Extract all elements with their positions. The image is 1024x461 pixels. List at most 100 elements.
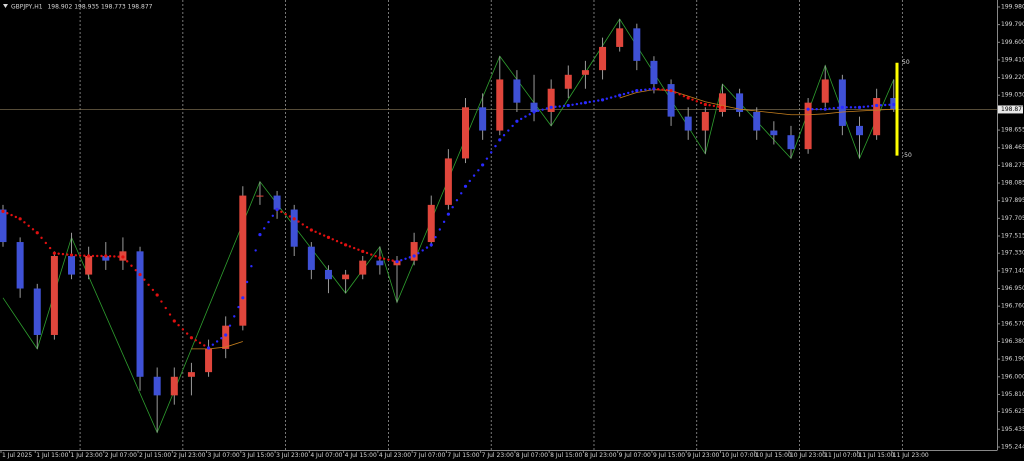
x-tick-label: 2 Jul 23:00: [173, 452, 205, 459]
ma-dot-step: [10, 213, 13, 217]
candle-body: [359, 260, 367, 275]
ma-dot-step: [331, 238, 334, 241]
ma-dot-step: [391, 259, 394, 262]
x-tick-label: 11 Jul 07:00: [824, 452, 860, 459]
ma-dot-step: [318, 232, 322, 235]
y-tick-label: 196.380: [1001, 338, 1024, 345]
x-tick-label: 2 Jul 07:00: [105, 452, 137, 459]
ma-dot: [155, 293, 159, 297]
candle-body: [0, 209, 7, 243]
ma-dot-step: [357, 248, 360, 251]
ma-dot: [275, 207, 279, 212]
ma-dot-step: [237, 305, 240, 309]
ma-dot-step: [263, 227, 266, 230]
ma-dot-step: [502, 133, 506, 137]
ma-dot: [806, 107, 810, 111]
close-price: 198.877: [128, 3, 153, 10]
ma-dot-step: [198, 341, 202, 345]
ma-dot: [481, 163, 485, 167]
ma-dot-step: [40, 236, 43, 240]
ma-dot-step: [828, 107, 831, 110]
ma-dot-step: [387, 258, 390, 261]
candle-body: [342, 274, 350, 280]
y-tick-label: 198.085: [1001, 180, 1024, 187]
candle-body: [187, 372, 195, 377]
price-tag-label: 198.877: [1001, 106, 1024, 113]
ma-dot-step: [477, 169, 480, 172]
candle-body: [410, 242, 418, 261]
ma-dot-step: [31, 228, 35, 231]
candle-body: [496, 79, 504, 131]
candle-body: [599, 46, 607, 71]
ma-dot: [532, 110, 536, 114]
ma-dot-step: [280, 210, 283, 214]
candle-body: [701, 111, 709, 131]
y-tick-label: 199.220: [1001, 74, 1024, 81]
ma-dot: [720, 105, 725, 109]
ma-dot-step: [117, 255, 120, 258]
ma-dot-step: [866, 105, 870, 108]
y-tick-label: 195.244: [1001, 444, 1024, 451]
y-tick-label: 199.790: [1001, 21, 1024, 28]
ma-dot-step: [708, 104, 711, 107]
ma-dot: [652, 87, 656, 91]
ma-dot: [429, 243, 433, 247]
ma-dot-step: [130, 264, 133, 267]
ma-dot-step: [6, 212, 9, 215]
ma-dot-step: [691, 98, 694, 101]
chart-header: GBPJPY,H1 198.902 198.935 198.773 198.87…: [11, 3, 153, 10]
candle-body: [856, 125, 863, 136]
candle-body: [650, 60, 658, 85]
ma-dot: [515, 119, 519, 123]
low-price: 198.773: [101, 3, 126, 10]
ma-dot-step: [644, 88, 647, 91]
ma-dot-step: [438, 228, 442, 231]
ma-dot-step: [57, 252, 60, 255]
candle-body: [616, 28, 624, 47]
ma-dot-step: [832, 107, 836, 110]
ma-dot-step: [203, 344, 206, 347]
ma-dot: [549, 105, 553, 109]
candle-body: [462, 107, 470, 159]
ma-dot-step: [91, 254, 95, 258]
ma-dot-step: [108, 255, 112, 258]
ma-dot-step: [883, 103, 887, 107]
ma-dot-step: [631, 90, 634, 93]
ma-dot-step: [74, 254, 78, 257]
ma-dot-step: [96, 254, 99, 258]
candle-body: [153, 376, 161, 396]
y-tick-label: 199.410: [1001, 56, 1024, 63]
candle-body: [513, 79, 521, 103]
ma-dot-step: [421, 249, 424, 252]
ma-dot-step: [575, 102, 579, 106]
ma-dot: [326, 235, 331, 240]
y-tick-label: 196.950: [1001, 285, 1024, 292]
ma-dot: [446, 212, 450, 216]
ma-dot-step: [494, 144, 497, 148]
ma-dot-step: [451, 206, 454, 209]
candle-body: [821, 79, 829, 103]
y-tick-label: 197.895: [1001, 197, 1024, 204]
menu-icon[interactable]: [3, 4, 8, 8]
ma-dot-step: [511, 124, 514, 128]
ma-dot: [206, 346, 211, 350]
ma-dot-step: [352, 246, 356, 250]
candle-body: [16, 242, 24, 289]
ma-dot-step: [78, 254, 82, 257]
ma-dot-step: [425, 246, 429, 249]
price-tag: [998, 105, 1023, 114]
x-tick-label: 7 Jul 15:00: [447, 452, 479, 459]
candle-body: [736, 93, 744, 112]
candle-body: [873, 98, 881, 136]
ma-dot-step: [215, 340, 219, 343]
x-tick-label: 1 Jul 23:00: [71, 452, 103, 459]
ma-dot-step: [657, 88, 660, 91]
ma-dot-step: [185, 332, 189, 335]
candle-body: [50, 255, 58, 335]
x-tick-label: 11 Jul 23:00: [893, 452, 929, 459]
ma-dot-step: [61, 252, 65, 256]
ma-dot-step: [44, 241, 48, 245]
ma-dot-step: [554, 105, 557, 109]
ma-dot: [258, 233, 262, 237]
y-tick-label: 196.190: [1001, 356, 1024, 363]
